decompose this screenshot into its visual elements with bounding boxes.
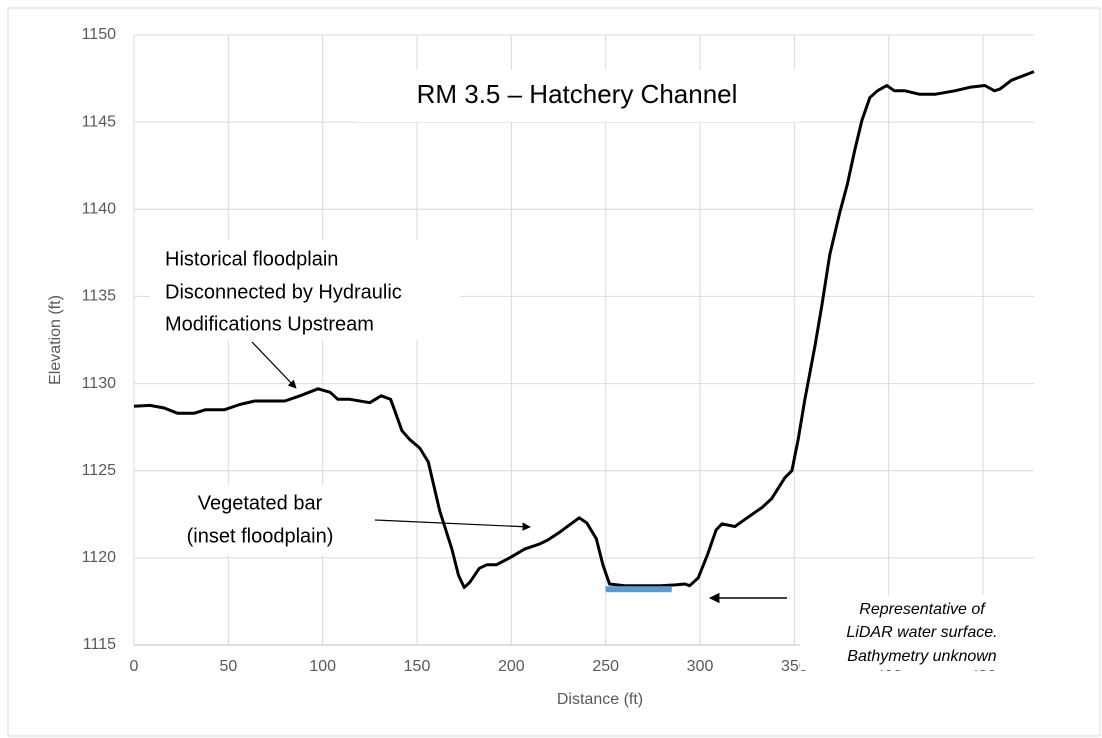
annotation-bg [160, 485, 365, 555]
x-tick-label: 200 [498, 658, 525, 675]
x-tick-label: 100 [309, 658, 336, 675]
x-tick-label: 300 [687, 658, 714, 675]
annotation: Modifications Upstream [165, 313, 374, 335]
x-axis-label: Distance (ft) [557, 691, 643, 708]
y-tick-label: 1125 [82, 462, 117, 479]
annotation: Vegetated bar [198, 492, 323, 514]
y-tick-label: 1120 [82, 549, 117, 566]
y-tick-label: 1115 [83, 636, 116, 653]
annotation-bg [800, 595, 1045, 670]
annotation: LiDAR water surface. [846, 624, 997, 641]
marks [133, 70, 1035, 593]
annotation-arrow [374, 519, 531, 531]
annotation: Disconnected by Hydraulic [165, 281, 402, 303]
chart-title: RM 3.5 – Hatchery Channel [417, 79, 738, 109]
y-tick-label: 1130 [82, 375, 117, 392]
y-tick-label: 1135 [82, 288, 117, 305]
annotation: Historical floodplain [165, 248, 338, 270]
water-surface [605, 586, 672, 593]
profile-line [133, 70, 1035, 589]
y-tick-label: 1145 [82, 113, 117, 130]
x-tick-label: 0 [130, 658, 139, 675]
x-tick-label: 250 [592, 658, 619, 675]
annotation: (inset floodplain) [187, 525, 334, 547]
x-tick-label: 50 [219, 658, 237, 675]
annotation-bg [150, 240, 460, 340]
annotation: Representative of [859, 601, 986, 618]
y-axis-label: Elevation (ft) [47, 295, 64, 385]
y-tick-label: 1150 [82, 26, 117, 43]
annotation: Bathymetry unknown [847, 648, 997, 665]
annotation-arrow [251, 341, 297, 389]
title-bg [355, 70, 800, 122]
y-tick-label: 1140 [82, 201, 117, 218]
x-tick-label: 150 [404, 658, 431, 675]
